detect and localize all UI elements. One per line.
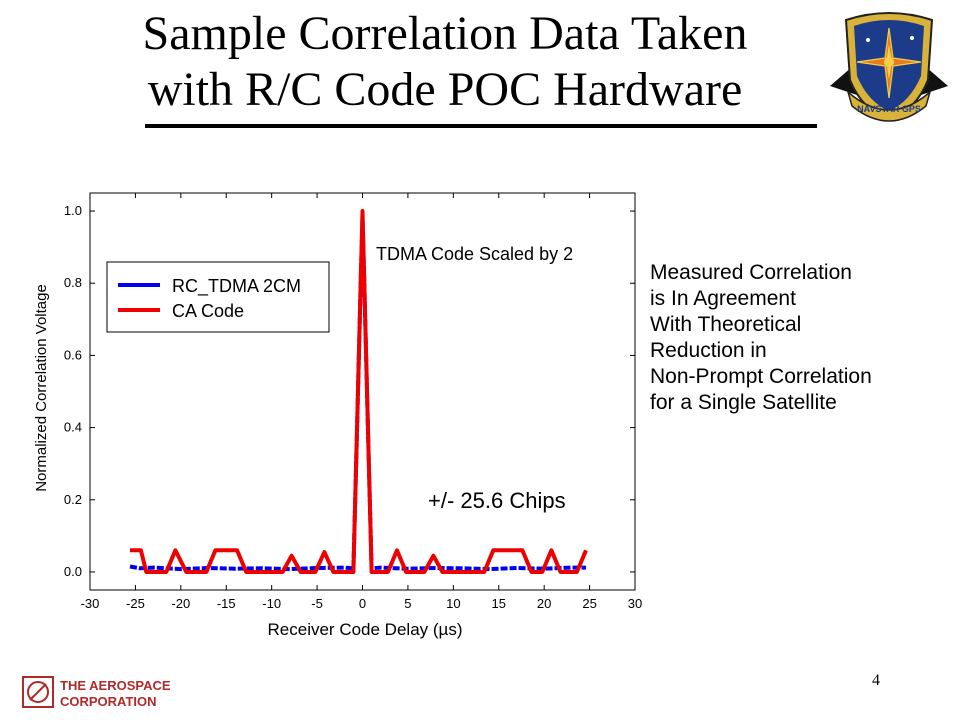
side-note-line: Reduction in [650,339,767,362]
x-tick-label: 5 [404,596,411,611]
x-axis-label: Receiver Code Delay (µs) [268,620,463,639]
emblem-small-star [866,38,870,42]
legend: RC_TDMA 2CM CA Code [106,261,330,333]
x-tick-label: 20 [537,596,551,611]
x-tick-label: 10 [446,596,460,611]
x-tick-label: -5 [311,596,323,611]
side-note: Measured Correlation is In Agreement Wit… [650,260,950,416]
side-note-line: Measured Correlation [650,261,852,284]
correlation-chart: -30 -25 -20 -15 -10 -5 0 5 10 15 20 25 30 0.00.20.40… [33,192,642,639]
side-note-line: With Theoretical [650,313,802,336]
y-tick-label: 0.2 [64,492,82,507]
emblem-banner [846,89,932,122]
y-tick-label: 0.0 [64,564,82,579]
slide-title-line1: Sample Correlation Data Taken [142,7,748,60]
emblem-small-star [910,36,914,40]
slide-title: Sample Correlation Data Taken with R/C C… [60,6,830,118]
title-underline [145,124,817,128]
x-tick-label: 25 [582,596,596,611]
legend-box [106,261,330,333]
y-tick-label: 0.4 [64,420,82,435]
emblem-star [856,27,922,99]
annotation-tdma-scaled: TDMA Code Scaled by 2 [376,244,573,264]
legend-label-ca-code: CA Code [172,301,244,321]
series-line-ca-code [130,209,588,574]
series-layer [129,209,588,574]
side-note-line: for a Single Satellite [650,391,837,414]
x-tick-label: 0 [359,596,366,611]
emblem-text: NAVSTAR GPS [857,104,921,114]
y-tick-label: 1.0 [64,203,82,218]
y-axis: 0.0 0.2 0.4 0.6 0.8 1.0 [64,203,635,579]
legend-label-rc-tdma: RC_TDMA 2CM [172,276,301,297]
x-tick-label: -10 [262,596,281,611]
x-tick-label: -15 [217,596,236,611]
y-tick-label: 0.6 [64,347,82,362]
x-tick-label: 30 [628,596,642,611]
x-axis: -30 -25 -20 -15 -10 -5 0 5 10 15 20 25 30 [81,193,642,611]
x-tick-label: -25 [126,596,145,611]
side-note-line: Non-Prompt Correlation [650,365,872,388]
aerospace-corporation-logo: THE AEROSPACE CORPORATION [22,676,171,709]
slide-number: 4 [872,672,880,689]
logo-mark-slash [29,683,47,701]
x-tick-label: -20 [171,596,190,611]
slide-title-line2: with R/C Code POC Hardware [147,63,743,116]
y-axis-label: Normalized Correlation Voltage [33,284,50,492]
x-tick-label: 15 [492,596,506,611]
side-note-line: is In Agreement [650,287,796,310]
annotation-chips: +/- 25.6 Chips [428,488,566,513]
logo-text-line1: THE AEROSPACE [60,678,171,693]
x-tick-label: -30 [81,596,100,611]
logo-mark-circle [27,681,49,703]
gps-emblem: NAVSTAR GPS [830,12,948,122]
logo-text-line2: CORPORATION [60,694,157,709]
y-tick-label: 0.8 [64,275,82,290]
